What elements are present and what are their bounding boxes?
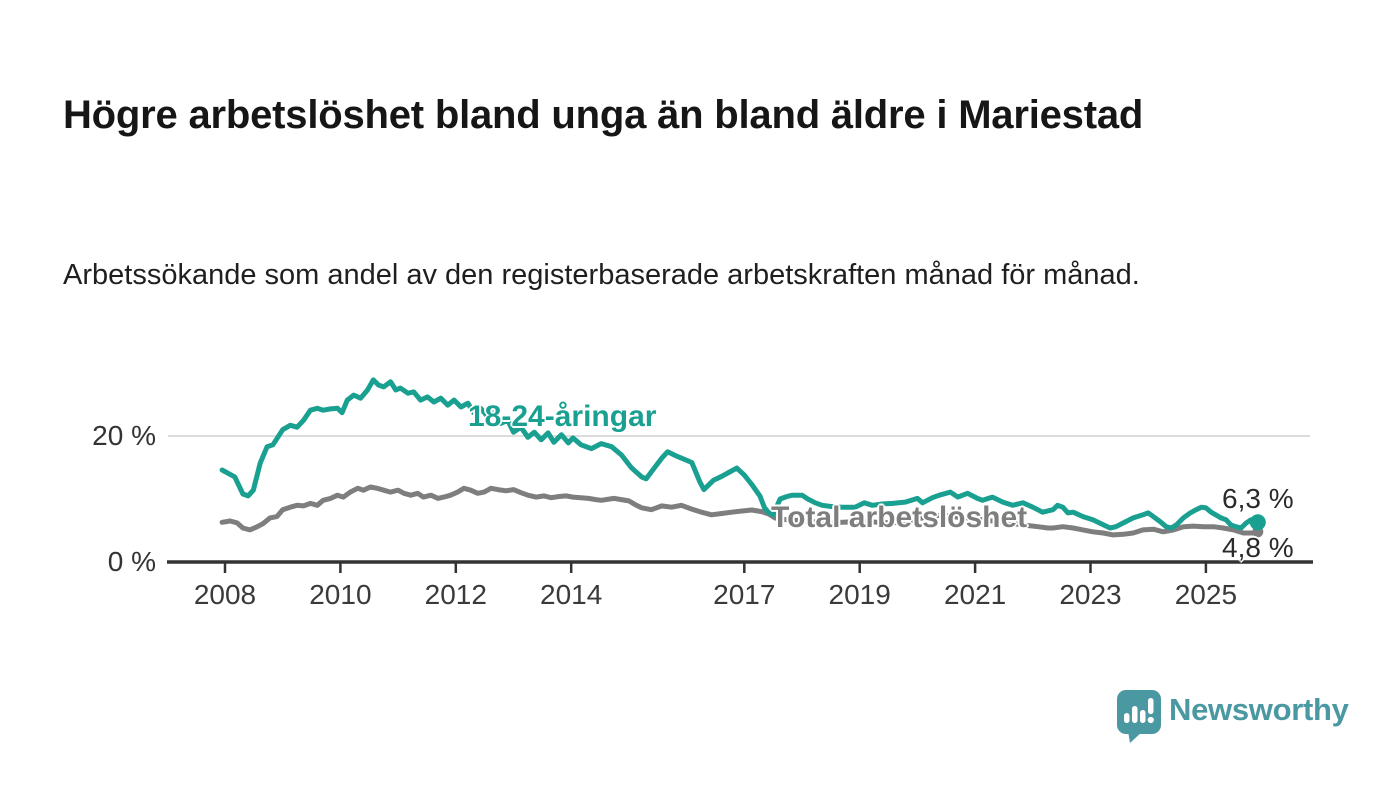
x-axis-label-2025: 2025 (1174, 579, 1238, 610)
newsworthy-logo-text: Newsworthy (1169, 692, 1349, 727)
y-axis-label-0: 0 % (107, 546, 156, 577)
end-value-label-total: 4,8 % (1222, 532, 1294, 563)
newsworthy-logo: Newsworthy (1116, 689, 1349, 743)
x-axis-label-2023: 2023 (1059, 579, 1122, 610)
series-layer (219, 377, 1266, 573)
end-value-label-youth: 6,3 % (1222, 483, 1294, 514)
x-axis-label-2012: 2012 (424, 579, 487, 610)
x-axis-label-2010: 2010 (309, 579, 372, 610)
x-axis-label-2017: 2017 (713, 579, 776, 610)
page-subtitle: Arbetssökande som andel av den registerb… (63, 259, 1140, 291)
series-end-dot-youth (1249, 514, 1266, 531)
page-title: Högre arbetslöshet bland unga än bland ä… (63, 92, 1144, 137)
newsworthy-logo-icon (1117, 690, 1161, 743)
series-line-youth (219, 377, 1261, 531)
x-axis-label-2021: 2021 (943, 579, 1007, 610)
series-label-youth: 18-24-åringar (468, 400, 657, 433)
x-axis-label-2019: 2019 (828, 579, 891, 610)
x-axis-label-2008: 2008 (193, 579, 257, 610)
series-line-total (219, 484, 1261, 538)
x-axis-label-2014: 2014 (540, 579, 603, 610)
series-label-total: Total arbetslöshet (771, 501, 1028, 534)
y-axis-label-20: 20 % (92, 420, 156, 451)
